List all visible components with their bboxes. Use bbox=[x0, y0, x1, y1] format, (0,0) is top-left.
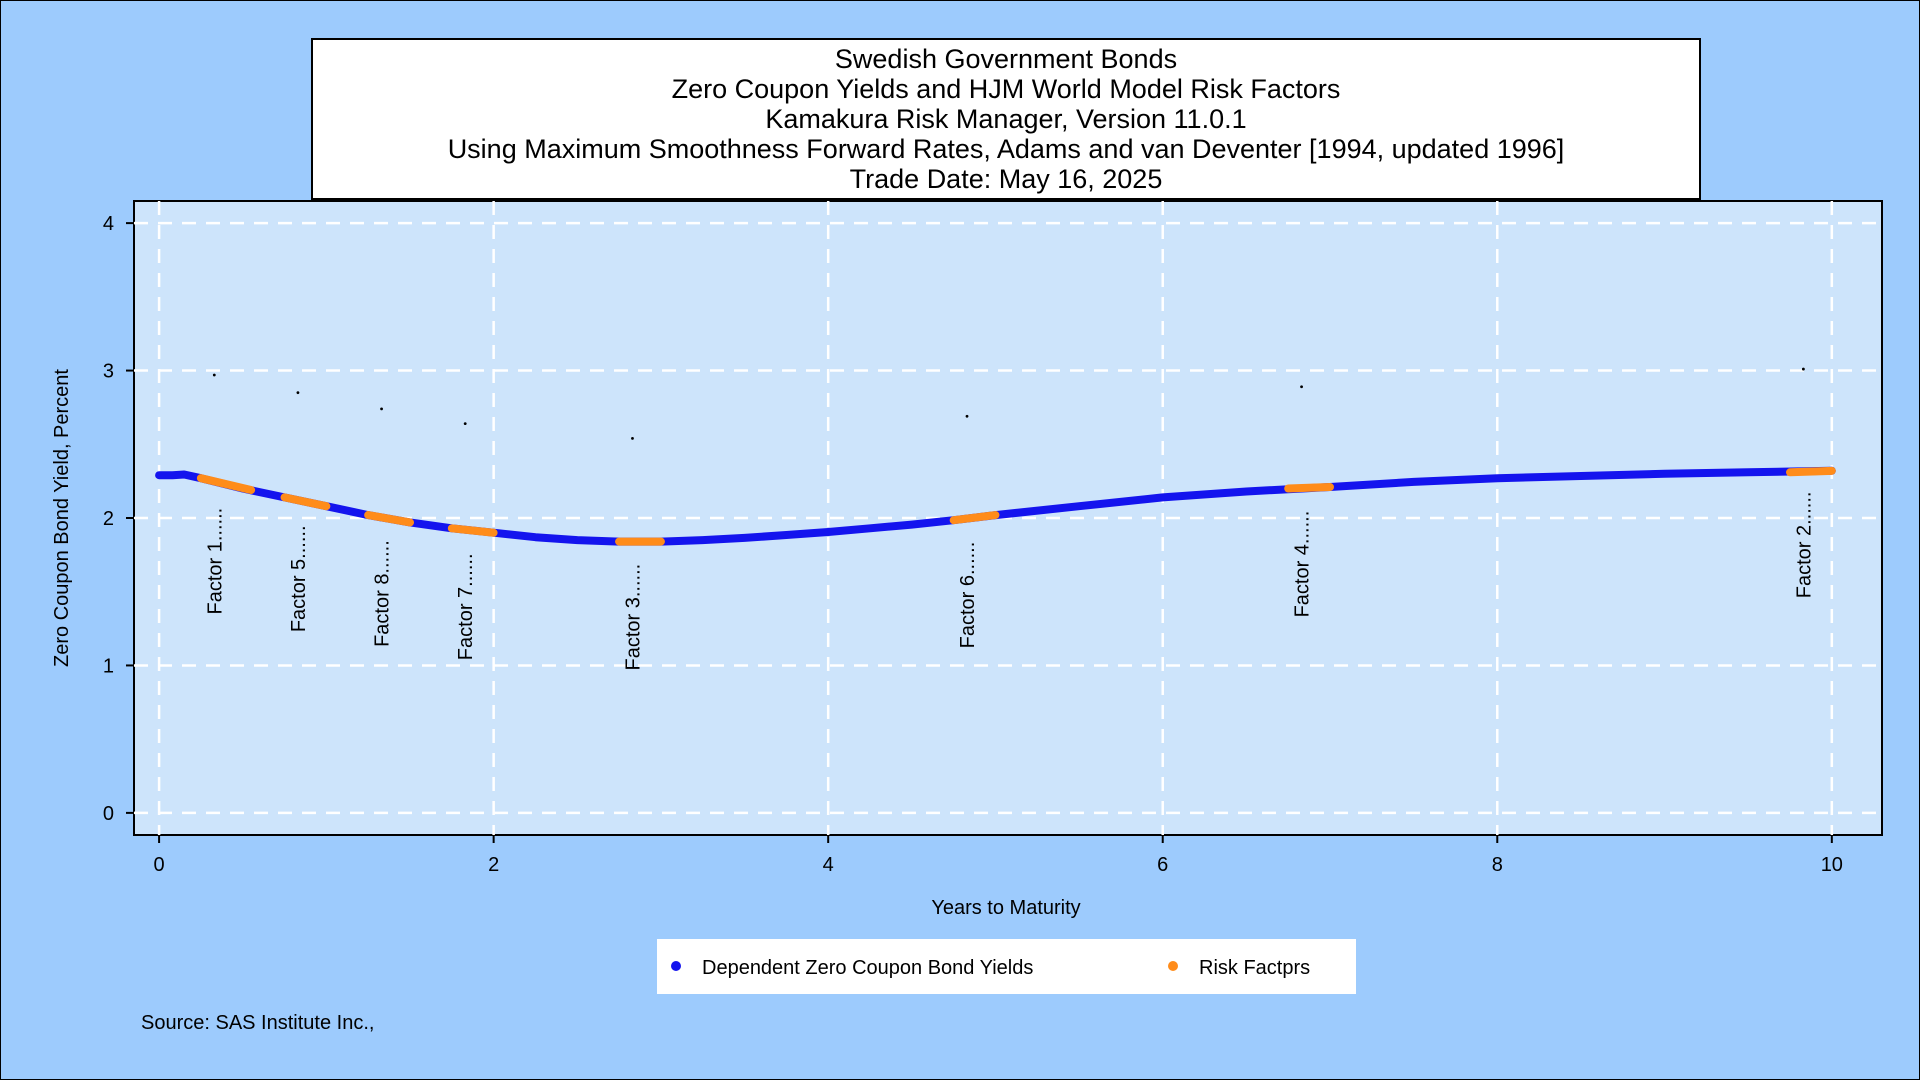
factor-dot bbox=[631, 436, 634, 440]
title-line-5: Trade Date: May 16, 2025 bbox=[850, 164, 1163, 194]
title-box: Swedish Government Bonds Zero Coupon Yie… bbox=[311, 38, 1701, 200]
factor-dot bbox=[296, 391, 300, 395]
risk-factor-segment bbox=[1284, 483, 1334, 493]
factor-label: Factor 2...... bbox=[1793, 492, 1815, 599]
legend-marker-yields bbox=[671, 961, 681, 971]
y-axis-title: Zero Coupon Bond Yield, Percent bbox=[51, 369, 73, 667]
x-axis-title: Years to Maturity bbox=[931, 897, 1080, 919]
risk-factor-segment bbox=[364, 511, 414, 527]
legend-marker-factors bbox=[1168, 961, 1178, 971]
factor-labels: Factor 1...... Factor 5...... Factor 8....… bbox=[204, 367, 1815, 671]
grid bbox=[134, 201, 1882, 835]
x-tick-label: 2 bbox=[488, 854, 499, 876]
factor-label: Factor 3...... bbox=[622, 564, 644, 671]
x-tick-label: 0 bbox=[154, 854, 165, 876]
factor-dot bbox=[463, 422, 467, 426]
legend: Dependent Zero Coupon Bond Yields Risk F… bbox=[657, 939, 1356, 994]
factor-dot bbox=[965, 414, 969, 418]
legend-label-yields: Dependent Zero Coupon Bond Yields bbox=[702, 957, 1033, 979]
x-tick-label: 4 bbox=[823, 854, 834, 876]
x-tick-label: 8 bbox=[1492, 854, 1503, 876]
series bbox=[155, 466, 1836, 546]
legend-box bbox=[657, 939, 1356, 994]
factor-dot bbox=[380, 407, 383, 411]
factor-label: Factor 5...... bbox=[288, 525, 310, 632]
risk-factor-segment bbox=[1786, 466, 1836, 477]
y-tick-label: 4 bbox=[103, 213, 114, 235]
title-line-4: Using Maximum Smoothness Forward Rates, … bbox=[448, 134, 1565, 164]
factor-label: Factor 4...... bbox=[1292, 511, 1314, 618]
risk-factor-segment bbox=[280, 493, 331, 511]
factor-dot bbox=[1300, 385, 1303, 389]
y-tick-label: 0 bbox=[103, 803, 114, 825]
axes: 0 2 4 6 8 10 0 1 2 3 4 bbox=[103, 213, 1843, 876]
factor-label: Factor 8...... bbox=[372, 540, 394, 647]
x-tick-label: 6 bbox=[1157, 854, 1168, 876]
title-line-2: Zero Coupon Yields and HJM World Model R… bbox=[672, 74, 1341, 104]
y-tick-label: 1 bbox=[103, 655, 114, 677]
title-line-3: Kamakura Risk Manager, Version 11.0.1 bbox=[765, 104, 1246, 134]
factor-label: Factor 1...... bbox=[204, 508, 226, 615]
factor-label: Factor 7...... bbox=[455, 553, 477, 660]
factor-label: Factor 6...... bbox=[957, 542, 979, 649]
factor-dot bbox=[212, 373, 216, 377]
y-tick-label: 3 bbox=[103, 361, 114, 383]
legend-label-factors: Risk Factprs bbox=[1199, 957, 1310, 979]
factor-dot bbox=[1801, 367, 1805, 371]
y-tick-label: 2 bbox=[103, 508, 114, 530]
risk-factor-segment bbox=[196, 474, 256, 494]
source-note: Source: SAS Institute Inc., bbox=[141, 1012, 375, 1034]
risk-factor-segment bbox=[949, 511, 1000, 525]
risk-factor-segment bbox=[447, 524, 498, 537]
title-line-1: Swedish Government Bonds bbox=[835, 44, 1177, 74]
x-tick-label: 10 bbox=[1821, 854, 1843, 876]
